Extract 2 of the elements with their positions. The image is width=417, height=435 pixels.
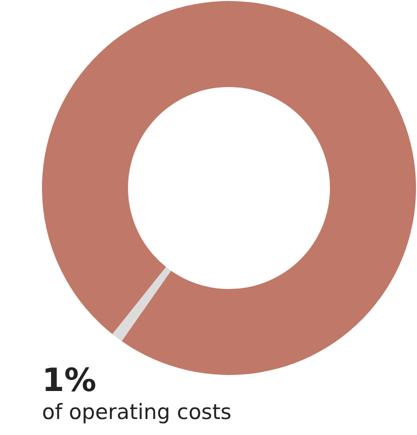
text: 1% — [42, 361, 98, 399]
text: of operating costs — [42, 399, 232, 426]
